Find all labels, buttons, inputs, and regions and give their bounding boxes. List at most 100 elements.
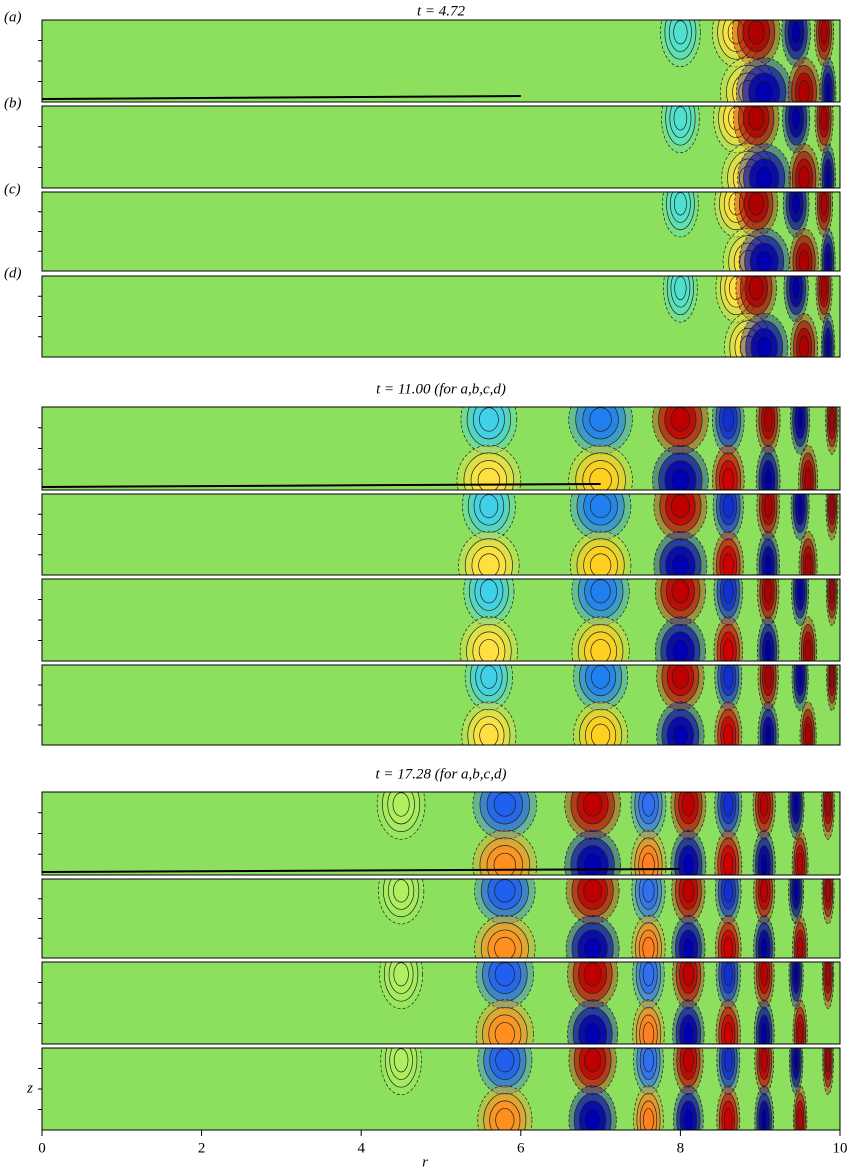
contour xyxy=(590,495,611,518)
x-tick-label: 10 xyxy=(833,1140,848,1156)
contour xyxy=(761,963,768,986)
contour xyxy=(591,639,611,662)
contour xyxy=(394,1049,408,1072)
contour xyxy=(494,853,516,877)
panel-label: (b) xyxy=(4,95,22,111)
contour xyxy=(674,107,687,130)
contour xyxy=(794,880,799,903)
x-tick-label: 0 xyxy=(38,1140,46,1156)
contour xyxy=(683,963,694,986)
contour xyxy=(821,193,827,216)
contour xyxy=(764,408,772,432)
contour xyxy=(760,793,768,817)
contour xyxy=(480,580,497,603)
contour xyxy=(826,336,831,359)
contour xyxy=(756,250,773,273)
contour xyxy=(591,724,609,747)
contour xyxy=(481,666,497,689)
contour xyxy=(805,554,811,577)
x-tick-label: 8 xyxy=(677,1140,685,1156)
contour xyxy=(826,1049,830,1072)
contour xyxy=(478,468,500,492)
contour xyxy=(749,277,763,300)
contour xyxy=(798,937,803,960)
contour xyxy=(683,1108,693,1131)
contour xyxy=(724,937,733,960)
contour xyxy=(643,1108,653,1131)
contour xyxy=(682,853,694,877)
contour xyxy=(765,724,772,747)
contour xyxy=(799,336,808,359)
y-axis-label: z xyxy=(26,1080,33,1096)
figure: t = 4.72(a)(b)(c)(d)t = 11.00 (for a,b,c… xyxy=(0,0,850,1172)
contour xyxy=(723,580,733,603)
contour xyxy=(826,880,830,903)
contour xyxy=(480,724,498,747)
contour xyxy=(826,963,830,986)
contour xyxy=(495,1022,515,1045)
contour xyxy=(393,793,409,817)
x-axis-label: r xyxy=(422,1154,428,1170)
contour xyxy=(591,580,611,603)
contour xyxy=(830,408,834,432)
contour xyxy=(724,724,733,747)
contour xyxy=(671,495,689,518)
contour xyxy=(672,724,688,747)
contour xyxy=(794,963,799,986)
contour xyxy=(797,495,803,518)
contour-panel xyxy=(42,1026,840,1155)
contour xyxy=(821,21,828,44)
contour xyxy=(495,963,515,986)
contour xyxy=(797,580,803,603)
contour xyxy=(761,1108,767,1131)
contour xyxy=(583,853,602,877)
contour xyxy=(724,1022,732,1045)
contour xyxy=(723,468,734,492)
contour xyxy=(723,408,734,432)
contour xyxy=(683,937,694,960)
contour xyxy=(584,963,601,986)
contour xyxy=(724,853,733,877)
contour xyxy=(755,166,773,189)
contour xyxy=(479,639,499,662)
contour xyxy=(805,468,812,492)
contour xyxy=(792,277,800,300)
contour xyxy=(792,193,801,216)
contour xyxy=(643,793,655,817)
contour xyxy=(830,495,834,518)
contour xyxy=(480,495,498,518)
contour xyxy=(671,408,690,432)
contour xyxy=(749,193,764,216)
contour xyxy=(671,554,689,577)
contour xyxy=(585,1108,601,1131)
contour xyxy=(683,880,694,903)
contour xyxy=(761,1022,768,1045)
contour xyxy=(821,277,827,300)
contour xyxy=(791,107,800,130)
contour xyxy=(585,1049,601,1072)
panel-label: (a) xyxy=(4,9,22,25)
contour xyxy=(724,880,733,903)
panel-label: (c) xyxy=(4,181,21,197)
contour xyxy=(799,166,809,189)
contour xyxy=(799,80,810,103)
contour xyxy=(826,793,830,817)
contour xyxy=(683,1049,693,1072)
contour xyxy=(584,880,602,903)
contour xyxy=(643,963,654,986)
contour xyxy=(643,937,654,960)
contour xyxy=(825,80,830,103)
contour xyxy=(584,937,602,960)
contour xyxy=(764,495,772,518)
contour xyxy=(826,250,831,273)
contour xyxy=(793,793,798,817)
contour xyxy=(756,336,772,359)
panel-label: (d) xyxy=(4,265,22,281)
contour xyxy=(794,1049,799,1072)
contour xyxy=(755,80,774,103)
contour xyxy=(584,1022,601,1045)
contour-panel xyxy=(42,643,840,769)
contour xyxy=(821,107,827,130)
contour xyxy=(496,1049,514,1072)
contour xyxy=(672,639,689,662)
